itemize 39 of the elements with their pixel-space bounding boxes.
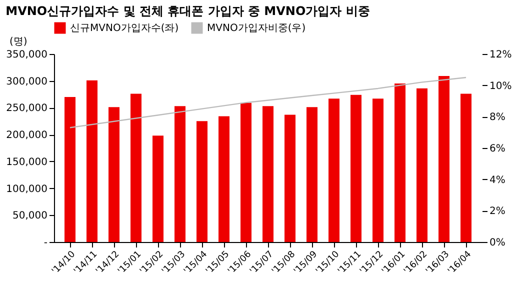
- y2-tick-label: 6%: [490, 144, 506, 154]
- bar: [86, 80, 98, 242]
- y-axis-title: (명): [10, 36, 28, 48]
- bar: [328, 98, 340, 242]
- y2-tick-label: 10%: [490, 80, 512, 92]
- bar: [306, 107, 318, 242]
- y2-tick-label: 8%: [490, 112, 506, 124]
- bar: [240, 102, 252, 242]
- bar: [350, 94, 362, 242]
- bar: [416, 88, 428, 242]
- bar: [174, 106, 186, 242]
- y-tick-label: 250,000: [6, 103, 48, 114]
- y-tick-label: 350,000: [6, 50, 48, 60]
- bar: [108, 107, 120, 242]
- legend-label: MVNO가입자비중(우): [207, 23, 306, 34]
- bar: [372, 98, 384, 242]
- bar: [130, 94, 142, 242]
- y-tick-label: -: [44, 238, 48, 248]
- line-series: [69, 76, 467, 128]
- bar: [438, 76, 450, 242]
- bar: [394, 84, 406, 242]
- y2-tick-label: 12%: [490, 50, 512, 60]
- bar: [196, 121, 208, 242]
- bar: [262, 106, 274, 242]
- y2-tick-label: 2%: [490, 206, 506, 218]
- chart-title: MVNO신규가입자수 및 전체 휴대폰 가입자 중 MVNO가입자 비중: [6, 4, 370, 18]
- y-tick-label: 150,000: [6, 156, 48, 168]
- legend-label: 신규MVNO가입자수(좌): [70, 23, 179, 34]
- y2-tick-label: 0%: [490, 238, 506, 248]
- y2-tick-label: 4%: [490, 174, 506, 186]
- bar: [64, 96, 76, 242]
- bar: [460, 94, 472, 242]
- bar: [218, 116, 230, 242]
- bar: [152, 136, 164, 242]
- bar: [284, 114, 296, 242]
- y-tick-label: 50,000: [12, 210, 48, 222]
- y-tick-label: 200,000: [6, 130, 48, 142]
- y-tick-label: 100,000: [6, 184, 48, 195]
- y-tick-label: 300,000: [6, 76, 48, 88]
